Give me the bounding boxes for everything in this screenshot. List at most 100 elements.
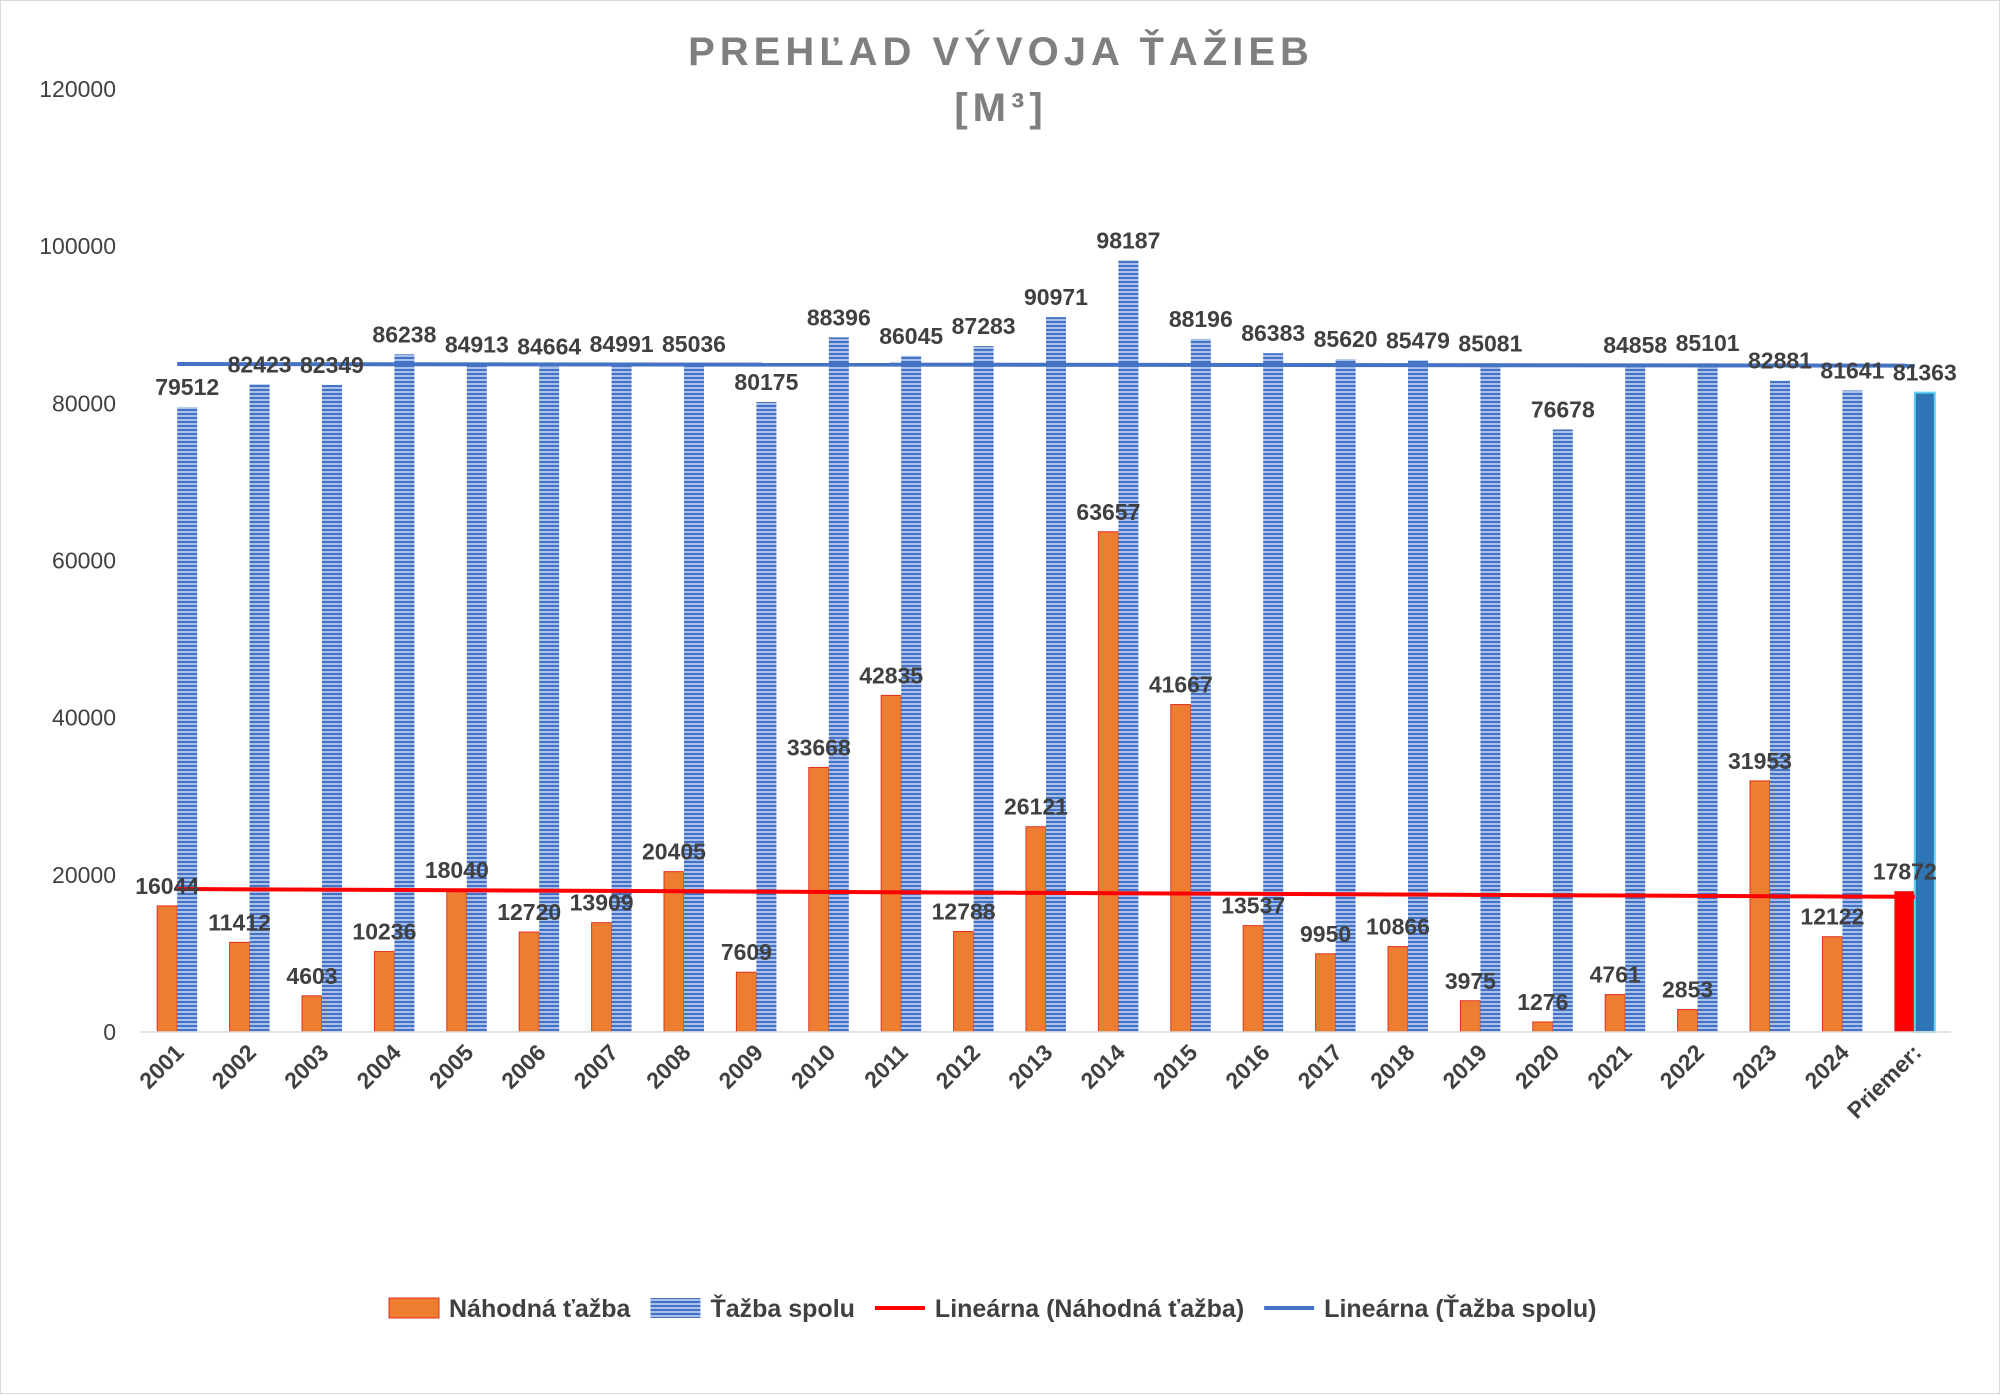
bar-tazba-spolu bbox=[756, 401, 777, 1032]
data-label-tazba-spolu: 88396 bbox=[807, 304, 871, 330]
data-label-tazba-spolu: 85081 bbox=[1458, 330, 1522, 356]
bar-nahodna-tazba bbox=[663, 871, 685, 1033]
data-label-nahodna-tazba: 12122 bbox=[1800, 904, 1864, 930]
data-label-tazba-spolu: 81363 bbox=[1893, 360, 1957, 386]
bar-nahodna-tazba bbox=[229, 941, 251, 1033]
data-label-tazba-spolu: 85479 bbox=[1386, 327, 1450, 353]
data-label-tazba-spolu: 84858 bbox=[1603, 332, 1667, 358]
bar-nahodna-tazba bbox=[1387, 946, 1409, 1033]
bar-tazba-spolu bbox=[1842, 390, 1863, 1032]
x-axis: 2001 2002 2003 2004 2005 2006 2007 2008 2009 2010… bbox=[134, 1031, 1951, 1124]
y-tick-label: 0 bbox=[103, 1019, 116, 1045]
data-label-nahodna-tazba: 42835 bbox=[859, 662, 923, 688]
bar-tazba-spolu bbox=[1913, 391, 1936, 1033]
bar-nahodna-tazba bbox=[880, 694, 902, 1033]
data-label-tazba-spolu: 81641 bbox=[1820, 357, 1884, 383]
data-label-nahodna-tazba: 26121 bbox=[1004, 794, 1068, 820]
x-tick-label: 2002 bbox=[207, 1039, 262, 1094]
data-label-nahodna-tazba: 12788 bbox=[932, 899, 996, 925]
bar-tazba-spolu bbox=[1335, 359, 1356, 1032]
bar-tazba-spolu bbox=[611, 364, 632, 1032]
data-label-nahodna-tazba: 4761 bbox=[1590, 962, 1641, 988]
data-label-tazba-spolu: 86238 bbox=[372, 321, 436, 347]
bar-nahodna-tazba bbox=[373, 951, 395, 1033]
x-tick-label: 2010 bbox=[786, 1039, 841, 1094]
data-label-nahodna-tazba: 4603 bbox=[286, 963, 337, 989]
data-label-group: 16044 79512 11412 82423 4603 82349 10236 86238 1… bbox=[135, 227, 1957, 1015]
x-tick-label: 2013 bbox=[1003, 1039, 1058, 1094]
bar-tazba-spolu bbox=[1046, 317, 1066, 1032]
data-label-nahodna-tazba: 13909 bbox=[570, 890, 634, 916]
data-label-nahodna-tazba: 11412 bbox=[208, 909, 271, 935]
data-label-nahodna-tazba: 20405 bbox=[642, 839, 706, 865]
x-tick-label: 2011 bbox=[859, 1039, 913, 1093]
data-label-tazba-spolu: 84913 bbox=[445, 332, 509, 358]
bar-nahodna-tazba bbox=[1170, 704, 1192, 1033]
bar-nahodna-tazba bbox=[446, 889, 468, 1033]
bar-nahodna-tazba bbox=[735, 971, 757, 1033]
bar-tazba-spolu bbox=[539, 366, 560, 1032]
x-tick-label: 2001 bbox=[134, 1039, 189, 1094]
y-tick-label: 60000 bbox=[52, 548, 116, 574]
legend-label-trend-spolu: Lineárna (Ťažba spolu) bbox=[1324, 1293, 1596, 1323]
x-tick-label: 2019 bbox=[1437, 1039, 1492, 1094]
x-tick-label: 2016 bbox=[1220, 1039, 1275, 1094]
x-tick-label: 2014 bbox=[1075, 1039, 1130, 1094]
x-tick-label: 2005 bbox=[424, 1039, 479, 1094]
x-tick-label: 2006 bbox=[496, 1039, 551, 1094]
bar-tazba-spolu bbox=[322, 384, 342, 1032]
data-label-tazba-spolu: 76678 bbox=[1531, 396, 1595, 422]
x-tick-label: 2017 bbox=[1293, 1039, 1348, 1094]
data-label-nahodna-tazba: 10866 bbox=[1366, 914, 1430, 940]
data-label-nahodna-tazba: 1276 bbox=[1517, 989, 1568, 1015]
bar-nahodna-tazba bbox=[1894, 891, 1916, 1033]
x-tick-label: 2018 bbox=[1365, 1039, 1420, 1094]
x-tick-label: 2012 bbox=[931, 1039, 986, 1094]
bar-nahodna-tazba bbox=[591, 922, 613, 1033]
legend: Náhodná ťažba Ťažba spolu Lineárna (Náhodn… bbox=[388, 1293, 1596, 1323]
x-tick-label: 2004 bbox=[351, 1039, 406, 1094]
x-tick-label: 2007 bbox=[569, 1039, 624, 1094]
data-label-tazba-spolu: 87283 bbox=[952, 313, 1016, 339]
data-label-tazba-spolu: 85101 bbox=[1676, 330, 1740, 356]
bar-tazba-spolu bbox=[1118, 260, 1139, 1032]
data-label-nahodna-tazba: 31953 bbox=[1728, 748, 1792, 774]
data-label-tazba-spolu: 84664 bbox=[517, 334, 581, 360]
bar-tazba-spolu bbox=[249, 384, 270, 1032]
y-tick-label: 80000 bbox=[52, 390, 116, 416]
data-label-nahodna-tazba: 18040 bbox=[425, 857, 489, 883]
data-label-tazba-spolu: 88196 bbox=[1169, 306, 1233, 332]
data-label-nahodna-tazba: 7609 bbox=[721, 939, 772, 965]
data-label-tazba-spolu: 84991 bbox=[590, 331, 654, 357]
legend-swatch-nahodna-tazba bbox=[388, 1297, 440, 1319]
x-tick-label: Priemer: bbox=[1842, 1039, 1926, 1123]
data-label-nahodna-tazba: 2853 bbox=[1662, 977, 1713, 1003]
data-label-tazba-spolu: 98187 bbox=[1096, 227, 1160, 253]
data-label-tazba-spolu: 85036 bbox=[662, 331, 726, 357]
data-label-nahodna-tazba: 17872 bbox=[1873, 859, 1937, 885]
y-tick-label: 120000 bbox=[39, 76, 116, 102]
x-tick-label: 2008 bbox=[641, 1039, 696, 1094]
bar-tazba-spolu bbox=[1552, 429, 1573, 1032]
bar-nahodna-tazba bbox=[1749, 780, 1771, 1033]
bar-nahodna-tazba bbox=[1821, 936, 1843, 1033]
data-label-nahodna-tazba: 9950 bbox=[1300, 921, 1351, 947]
bar-tazba-spolu bbox=[1697, 363, 1718, 1032]
data-label-nahodna-tazba: 10236 bbox=[352, 919, 416, 945]
data-label-tazba-spolu: 82881 bbox=[1748, 348, 1812, 374]
x-tick-label: 2022 bbox=[1655, 1039, 1710, 1094]
y-axis: 0 20000 40000 60000 80000 100000 120000 bbox=[39, 76, 116, 1045]
trendline-nahodna-tazba bbox=[177, 886, 1915, 899]
bar-tazba-spolu bbox=[1408, 360, 1428, 1032]
bar-tazba-spolu bbox=[828, 337, 849, 1033]
bar-tazba-spolu bbox=[901, 355, 922, 1032]
bar-nahodna-tazba bbox=[1242, 925, 1264, 1033]
y-tick-label: 100000 bbox=[39, 233, 116, 259]
chart-title: PREHĽAD VÝVOJA ŤAŽIEB bbox=[688, 28, 1314, 74]
bar-nahodna-tazba bbox=[1097, 531, 1119, 1033]
bar-tazba-spolu bbox=[1263, 353, 1284, 1032]
data-label-tazba-spolu: 86383 bbox=[1241, 320, 1305, 346]
bar-nahodna-tazba bbox=[953, 931, 975, 1033]
data-label-nahodna-tazba: 12720 bbox=[497, 899, 561, 925]
bar-nahodna-tazba bbox=[1677, 1009, 1699, 1033]
